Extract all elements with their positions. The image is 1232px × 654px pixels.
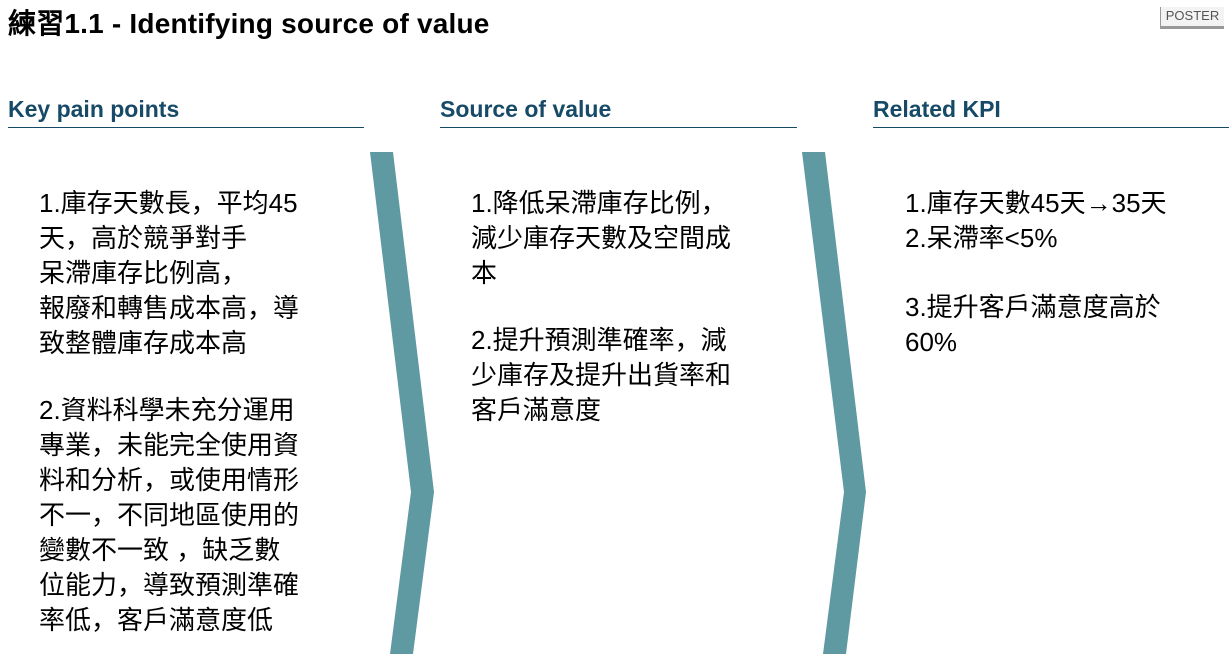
page-title: 練習1.1 - Identifying source of value	[8, 2, 490, 42]
column-heading-pain-points: Key pain points	[8, 96, 364, 128]
title-prefix: 練習	[8, 7, 65, 40]
source-of-value-1: 1.降低呆滯庫存比例， 減少庫存天數及空間成 本	[471, 188, 732, 288]
column-heading-source-of-value: Source of value	[440, 96, 797, 128]
title-text: 1.1 - Identifying source of value	[64, 8, 490, 39]
kpi-3: 3.提升客戶滿意度高於 60%	[905, 292, 1161, 357]
chevron-arrow-2	[802, 152, 866, 654]
column-heading-related-kpi: Related KPI	[873, 96, 1229, 128]
source-of-value-2: 2.提升預測準確率，減 少庫存及提升出貨率和 客戶滿意度	[471, 325, 732, 425]
pain-point-1: 1.庫存天數長，平均45 天，高於競爭對手 呆滯庫存比例高， 報廢和轉售成本高，…	[39, 188, 300, 358]
chevron-arrow-1	[370, 152, 434, 654]
poster-badge[interactable]: POSTER	[1160, 7, 1224, 29]
kpi-1-2: 1.庫存天數45天→35天 2.呆滯率<5%	[905, 188, 1167, 253]
pain-point-2: 2.資料科學未充分運用 專業，未能完全使用資 料和分析，或使用情形 不一，不同地…	[39, 395, 300, 635]
